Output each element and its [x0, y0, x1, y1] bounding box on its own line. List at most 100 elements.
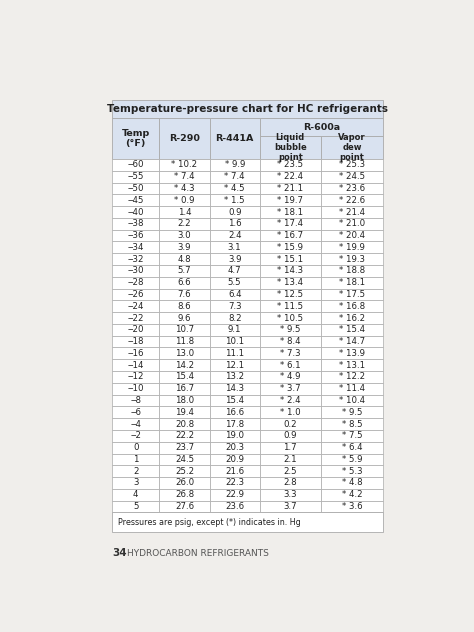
Text: 16.6: 16.6: [225, 408, 244, 416]
Bar: [321, 312, 383, 324]
Bar: [112, 253, 159, 265]
Bar: [321, 442, 383, 454]
Bar: [210, 253, 260, 265]
Bar: [210, 312, 260, 324]
Bar: [260, 394, 321, 406]
Bar: [159, 265, 210, 277]
Bar: [112, 442, 159, 454]
Bar: [210, 159, 260, 171]
Text: 14.3: 14.3: [225, 384, 244, 393]
Bar: [321, 406, 383, 418]
Text: 14.2: 14.2: [175, 361, 194, 370]
Text: 19.0: 19.0: [225, 432, 244, 441]
Text: 8.6: 8.6: [178, 301, 191, 311]
Text: * 21.1: * 21.1: [277, 184, 303, 193]
Text: * 12.2: * 12.2: [339, 372, 365, 382]
Bar: [159, 229, 210, 241]
Text: ‒12: ‒12: [128, 372, 144, 382]
Bar: [260, 277, 321, 289]
Text: ‒36: ‒36: [128, 231, 144, 240]
Text: ‒38: ‒38: [128, 219, 144, 228]
Text: * 7.4: * 7.4: [174, 172, 195, 181]
Bar: [159, 324, 210, 336]
Text: 10.7: 10.7: [175, 325, 194, 334]
Bar: [159, 118, 210, 159]
Text: 4.7: 4.7: [228, 267, 242, 276]
Bar: [210, 195, 260, 206]
Bar: [112, 171, 159, 183]
Text: * 3.7: * 3.7: [280, 384, 301, 393]
Text: R-290: R-290: [169, 134, 200, 143]
Text: ‒18: ‒18: [128, 337, 144, 346]
Text: ‒24: ‒24: [128, 301, 144, 311]
Text: 22.3: 22.3: [225, 478, 244, 487]
Bar: [260, 501, 321, 513]
Text: 13.0: 13.0: [175, 349, 194, 358]
Text: * 10.5: * 10.5: [277, 313, 303, 322]
Text: 13.2: 13.2: [225, 372, 244, 382]
Bar: [159, 206, 210, 218]
Text: 19.4: 19.4: [175, 408, 194, 416]
Bar: [159, 371, 210, 383]
Bar: [159, 406, 210, 418]
Text: 20.3: 20.3: [225, 443, 244, 452]
Bar: [321, 336, 383, 348]
Text: * 12.5: * 12.5: [277, 290, 303, 299]
Text: * 11.4: * 11.4: [339, 384, 365, 393]
Bar: [321, 501, 383, 513]
Bar: [260, 183, 321, 195]
Text: 12.1: 12.1: [225, 361, 244, 370]
Text: * 23.6: * 23.6: [339, 184, 365, 193]
Text: 3.7: 3.7: [283, 502, 297, 511]
Bar: [159, 218, 210, 229]
Bar: [260, 229, 321, 241]
Bar: [112, 513, 383, 532]
Bar: [159, 159, 210, 171]
Bar: [260, 195, 321, 206]
Bar: [159, 359, 210, 371]
Bar: [321, 241, 383, 253]
Bar: [112, 394, 159, 406]
Bar: [112, 195, 159, 206]
Bar: [159, 442, 210, 454]
Bar: [159, 289, 210, 300]
Text: 0: 0: [133, 443, 138, 452]
Bar: [112, 183, 159, 195]
Bar: [260, 371, 321, 383]
Bar: [159, 501, 210, 513]
Text: ‒14: ‒14: [128, 361, 144, 370]
Text: * 17.5: * 17.5: [339, 290, 365, 299]
Text: 5.7: 5.7: [178, 267, 191, 276]
Text: * 0.9: * 0.9: [174, 196, 195, 205]
Bar: [112, 206, 159, 218]
Bar: [260, 359, 321, 371]
Text: * 11.5: * 11.5: [277, 301, 303, 311]
Text: 15.4: 15.4: [225, 396, 244, 405]
Text: 21.6: 21.6: [225, 466, 244, 476]
Text: 26.0: 26.0: [175, 478, 194, 487]
Bar: [321, 218, 383, 229]
Bar: [210, 183, 260, 195]
Text: 5.5: 5.5: [228, 278, 242, 287]
Bar: [321, 359, 383, 371]
Bar: [260, 477, 321, 489]
Text: * 25.3: * 25.3: [339, 161, 365, 169]
Text: * 21.4: * 21.4: [339, 207, 365, 217]
Bar: [321, 136, 383, 159]
Text: * 15.9: * 15.9: [277, 243, 303, 252]
Bar: [112, 159, 159, 171]
Text: 26.8: 26.8: [175, 490, 194, 499]
Bar: [210, 265, 260, 277]
Text: 1.6: 1.6: [228, 219, 242, 228]
Bar: [210, 442, 260, 454]
Text: 0.9: 0.9: [228, 207, 241, 217]
Text: * 15.1: * 15.1: [277, 255, 303, 264]
Text: ‒20: ‒20: [128, 325, 144, 334]
Bar: [321, 171, 383, 183]
Text: * 14.7: * 14.7: [339, 337, 365, 346]
Bar: [159, 241, 210, 253]
Bar: [321, 253, 383, 265]
Bar: [159, 348, 210, 359]
Text: * 1.0: * 1.0: [280, 408, 301, 416]
Text: 3.9: 3.9: [228, 255, 241, 264]
